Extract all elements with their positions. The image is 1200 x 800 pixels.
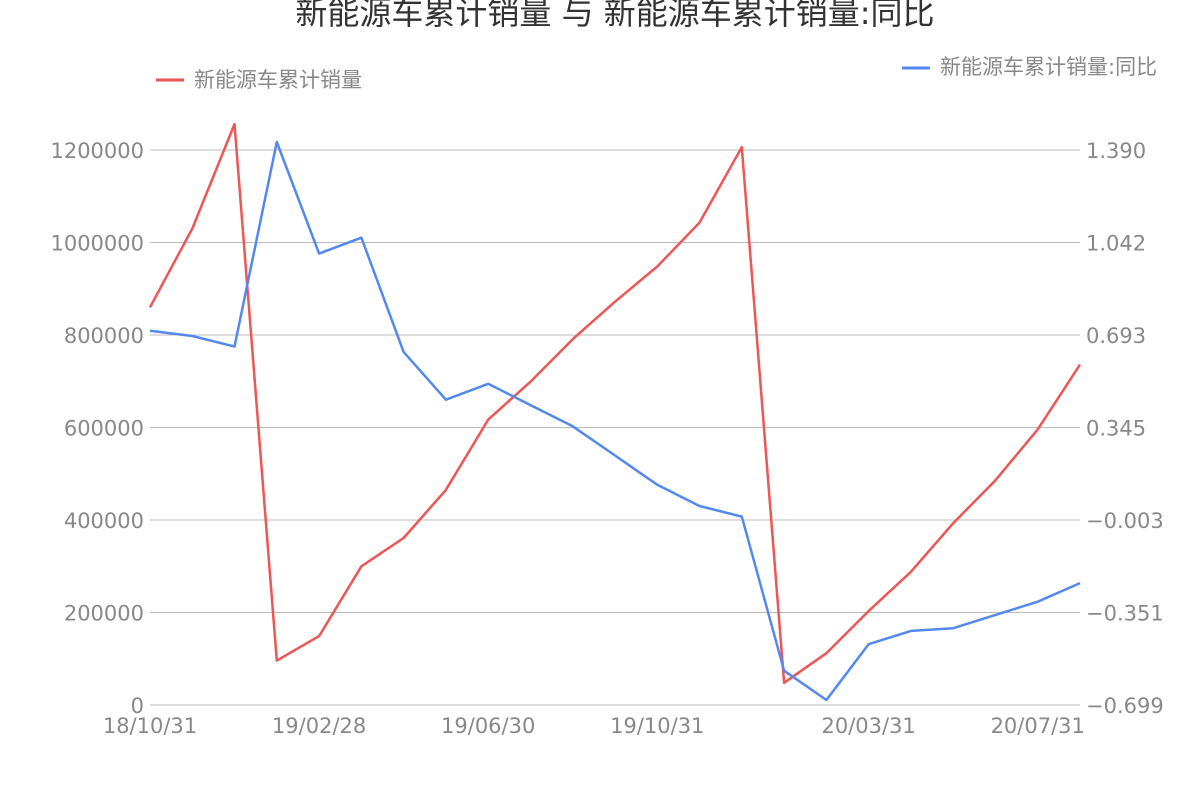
series-lines: [148, 122, 1082, 702]
legend-right-label: 新能源车累计销量:同比: [940, 55, 1157, 79]
y-right-tick-label: 0.345: [1086, 417, 1146, 441]
x-tick-label: 18/10/31: [103, 714, 197, 738]
x-tick-label: 19/06/30: [441, 714, 535, 738]
y-axis-right: −0.699 −0.351 −0.003 0.345 0.693 1.042 1.390: [1086, 139, 1164, 718]
y-right-tick-label: −0.699: [1086, 694, 1164, 718]
x-tick-label: 19/02/28: [272, 714, 366, 738]
legend-left-label: 新能源车累计销量: [194, 68, 362, 92]
y-left-tick-label: 600000: [64, 417, 144, 441]
y-left-tick-label: 0: [131, 694, 144, 718]
legend-right-series: 新能源车累计销量:同比: [902, 55, 1157, 79]
x-tick-label: 20/03/31: [821, 714, 915, 738]
y-right-tick-label: 1.042: [1086, 232, 1146, 256]
x-tick-label: 20/07/31: [991, 714, 1085, 738]
y-axis-left: 0 200000 400000 600000 800000 1000000 1200000: [50, 139, 144, 718]
series-line-left: [148, 122, 1082, 685]
y-right-tick-label: 1.390: [1086, 139, 1146, 163]
series-line-right: [149, 140, 1081, 702]
x-tick-label: 19/10/31: [610, 714, 704, 738]
x-axis: 18/10/31 19/02/28 19/06/30 19/10/31 20/03/31…: [103, 714, 1085, 738]
y-left-tick-label: 800000: [64, 324, 144, 348]
legend-left-series: 新能源车累计销量: [156, 68, 362, 92]
y-right-tick-label: −0.351: [1086, 602, 1164, 626]
y-left-tick-label: 1000000: [50, 232, 144, 256]
grid-lines: [150, 149, 1080, 706]
y-left-tick-label: 1200000: [50, 139, 144, 163]
y-left-tick-label: 200000: [64, 602, 144, 626]
y-right-tick-label: 0.693: [1086, 324, 1146, 348]
y-left-tick-label: 400000: [64, 509, 144, 533]
y-right-tick-label: −0.003: [1086, 509, 1164, 533]
chart-title: 新能源车累计销量 与 新能源车累计销量:同比: [295, 0, 934, 32]
